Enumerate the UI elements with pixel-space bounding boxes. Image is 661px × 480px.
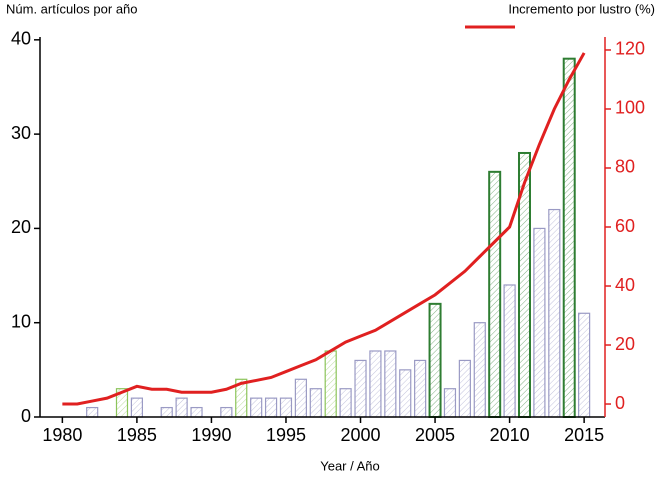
bar — [562, 57, 576, 418]
bar — [160, 406, 173, 418]
y2-tick-label: 40 — [615, 275, 635, 295]
bar — [279, 397, 293, 418]
bar — [339, 388, 352, 418]
bar — [578, 312, 591, 418]
x-tick-label: 2005 — [415, 425, 455, 445]
bar — [384, 350, 397, 418]
bar — [533, 227, 546, 418]
x-tick-label: 1985 — [117, 425, 157, 445]
x-tick-label: 2010 — [490, 425, 530, 445]
bar — [264, 397, 278, 418]
y-tick-label: 0 — [21, 406, 31, 426]
y-tick-label: 40 — [11, 29, 31, 49]
bar — [354, 359, 367, 418]
legend-label: Incremento por lustro (%) — [508, 1, 655, 16]
y2-tick-label: 100 — [615, 98, 645, 118]
bar — [548, 208, 561, 418]
x-tick-label: 2000 — [340, 425, 380, 445]
bar — [309, 388, 322, 418]
y2-tick-label: 0 — [615, 393, 625, 413]
x-axis-label: Year / Año — [320, 458, 380, 473]
bar — [428, 302, 442, 418]
y-axis-label: Núm. artículos por año — [6, 1, 138, 16]
bar — [220, 406, 233, 418]
bar — [369, 350, 382, 418]
bar — [190, 406, 203, 418]
bar — [443, 388, 457, 418]
bar — [399, 369, 412, 418]
bar — [414, 359, 427, 418]
y2-tick-label: 120 — [615, 39, 645, 59]
bar — [294, 378, 307, 418]
bar — [488, 170, 502, 418]
bar — [175, 397, 188, 418]
x-tick-label: 1980 — [42, 425, 82, 445]
y-tick-label: 30 — [11, 123, 31, 143]
y-tick-label: 10 — [11, 311, 31, 331]
y2-tick-label: 60 — [615, 216, 635, 236]
line — [62, 52, 586, 406]
bar — [458, 359, 471, 418]
bar — [130, 397, 143, 418]
bar — [250, 397, 263, 418]
x-tick-label: 2015 — [564, 425, 604, 445]
bar — [503, 284, 516, 418]
bar — [324, 350, 337, 418]
x-tick-label: 1990 — [191, 425, 231, 445]
y2-tick-label: 80 — [615, 157, 635, 177]
bar — [473, 322, 486, 418]
bar — [86, 406, 99, 418]
y-tick-label: 20 — [11, 217, 31, 237]
x-tick-label: 1995 — [266, 425, 306, 445]
y2-tick-label: 20 — [615, 334, 635, 354]
